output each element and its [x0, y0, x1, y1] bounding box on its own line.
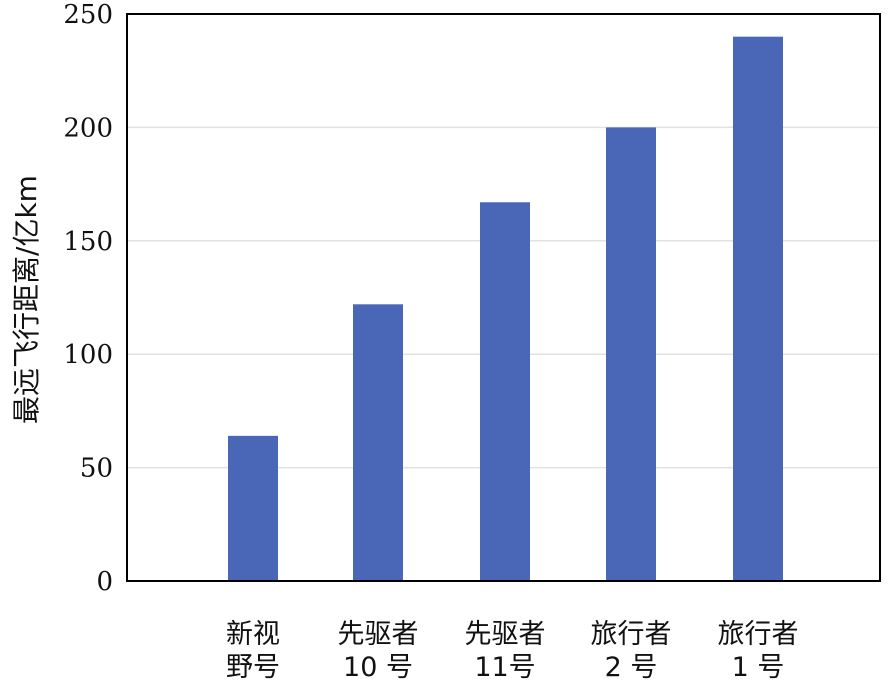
y-tick-label: 250	[63, 0, 113, 30]
y-axis-title: 最远飞行距离/亿km	[10, 175, 43, 424]
x-category-label: 旅行者 1 号	[718, 619, 799, 683]
y-tick-label: 100	[63, 340, 113, 370]
y-tick-label: 50	[80, 454, 113, 484]
x-category-label: 旅行者 2 号	[591, 619, 672, 683]
bar	[353, 304, 403, 581]
bar	[733, 36, 783, 582]
y-tick-label: 0	[96, 567, 113, 597]
bars	[228, 36, 783, 582]
x-category-label: 先驱者 10 号	[338, 619, 419, 683]
x-category-label: 新视野号	[226, 619, 280, 683]
y-tick-labels: 0 50 100 150 200 250	[63, 0, 113, 597]
y-tick-label: 150	[63, 227, 113, 257]
y-tick-label: 200	[63, 113, 113, 143]
x-category-label: 先驱者 11号	[465, 619, 546, 683]
bar	[606, 127, 656, 582]
plot-frame	[126, 13, 881, 582]
bar	[228, 435, 278, 581]
bar	[480, 202, 530, 581]
